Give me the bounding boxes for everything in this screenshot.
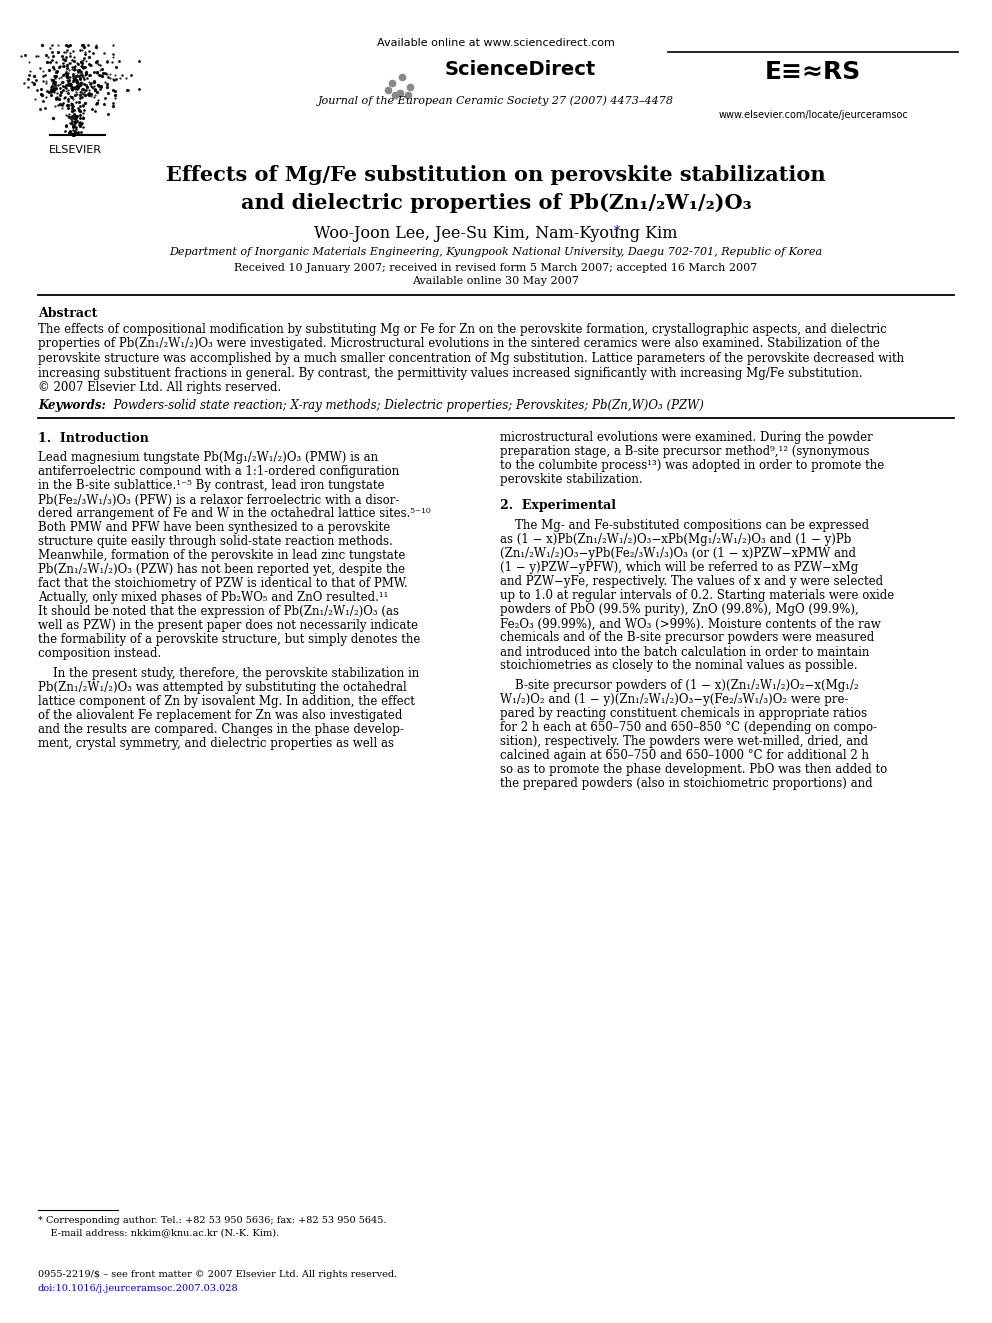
Text: stoichiometries as closely to the nominal values as possible.: stoichiometries as closely to the nomina… (500, 659, 858, 672)
Text: 0955-2219/$ – see front matter © 2007 Elsevier Ltd. All rights reserved.: 0955-2219/$ – see front matter © 2007 El… (38, 1270, 397, 1279)
Text: of the aliovalent Fe replacement for Zn was also investigated: of the aliovalent Fe replacement for Zn … (38, 709, 403, 722)
Text: ment, crystal symmetry, and dielectric properties as well as: ment, crystal symmetry, and dielectric p… (38, 737, 394, 750)
Text: www.elsevier.com/locate/jeurceramsoc: www.elsevier.com/locate/jeurceramsoc (718, 110, 908, 120)
Text: Abstract: Abstract (38, 307, 97, 320)
Text: Fe₂O₃ (99.99%), and WO₃ (>99%). Moisture contents of the raw: Fe₂O₃ (99.99%), and WO₃ (>99%). Moisture… (500, 618, 881, 631)
Text: The effects of compositional modification by substituting Mg or Fe for Zn on the: The effects of compositional modificatio… (38, 323, 887, 336)
Text: dered arrangement of Fe and W in the octahedral lattice sites.⁵⁻¹⁰: dered arrangement of Fe and W in the oct… (38, 508, 431, 520)
Text: doi:10.1016/j.jeurceramsoc.2007.03.028: doi:10.1016/j.jeurceramsoc.2007.03.028 (38, 1285, 239, 1293)
Text: structure quite easily through solid-state reaction methods.: structure quite easily through solid-sta… (38, 536, 393, 549)
Text: for 2 h each at 650–750 and 650–850 °C (depending on compo-: for 2 h each at 650–750 and 650–850 °C (… (500, 721, 877, 734)
Text: The Mg- and Fe-substituted compositions can be expressed: The Mg- and Fe-substituted compositions … (500, 520, 869, 532)
Text: Pb(Zn₁/₂W₁/₂)O₃ was attempted by substituting the octahedral: Pb(Zn₁/₂W₁/₂)O₃ was attempted by substit… (38, 681, 407, 695)
Text: Both PMW and PFW have been synthesized to a perovskite: Both PMW and PFW have been synthesized t… (38, 521, 390, 534)
Text: microstructural evolutions were examined. During the powder: microstructural evolutions were examined… (500, 431, 873, 445)
Text: calcined again at 650–750 and 650–1000 °C for additional 2 h: calcined again at 650–750 and 650–1000 °… (500, 750, 869, 762)
Text: composition instead.: composition instead. (38, 647, 162, 660)
Text: Effects of Mg/Fe substitution on perovskite stabilization: Effects of Mg/Fe substitution on perovsk… (167, 165, 825, 185)
Text: and PZW−yFe, respectively. The values of x and y were selected: and PZW−yFe, respectively. The values of… (500, 576, 883, 589)
Text: lattice component of Zn by isovalent Mg. In addition, the effect: lattice component of Zn by isovalent Mg.… (38, 696, 415, 709)
Text: © 2007 Elsevier Ltd. All rights reserved.: © 2007 Elsevier Ltd. All rights reserved… (38, 381, 282, 394)
Text: perovskite structure was accomplished by a much smaller concentration of Mg subs: perovskite structure was accomplished by… (38, 352, 904, 365)
Text: Department of Inorganic Materials Engineering, Kyungpook National University, Da: Department of Inorganic Materials Engine… (170, 247, 822, 257)
Text: Powders-solid state reaction; X-ray methods; Dielectric properties; Perovskites;: Powders-solid state reaction; X-ray meth… (106, 400, 704, 413)
Text: Meanwhile, formation of the perovskite in lead zinc tungstate: Meanwhile, formation of the perovskite i… (38, 549, 406, 562)
Text: B-site precursor powders of (1 − x)(Zn₁/₂W₁/₂)O₂−x(Mg₁/₂: B-site precursor powders of (1 − x)(Zn₁/… (500, 680, 859, 692)
Text: Pb(Zn₁/₂W₁/₂)O₃ (PZW) has not been reported yet, despite the: Pb(Zn₁/₂W₁/₂)O₃ (PZW) has not been repor… (38, 564, 405, 577)
Text: powders of PbO (99.5% purity), ZnO (99.8%), MgO (99.9%),: powders of PbO (99.5% purity), ZnO (99.8… (500, 603, 859, 617)
Text: increasing substituent fractions in general. By contrast, the permittivity value: increasing substituent fractions in gene… (38, 366, 862, 380)
Text: sition), respectively. The powders were wet-milled, dried, and: sition), respectively. The powders were … (500, 736, 868, 749)
Text: up to 1.0 at regular intervals of 0.2. Starting materials were oxide: up to 1.0 at regular intervals of 0.2. S… (500, 590, 894, 602)
Text: Keywords:: Keywords: (38, 400, 106, 413)
Text: (Zn₁/₂W₁/₂)O₃−yPb(Fe₂/₃W₁/₃)O₃ (or (1 − x)PZW−xPMW and: (Zn₁/₂W₁/₂)O₃−yPb(Fe₂/₃W₁/₃)O₃ (or (1 − … (500, 548, 856, 561)
Text: Journal of the European Ceramic Society 27 (2007) 4473–4478: Journal of the European Ceramic Society … (318, 95, 674, 106)
Text: in the B-site sublattice.¹⁻⁵ By contrast, lead iron tungstate: in the B-site sublattice.¹⁻⁵ By contrast… (38, 479, 385, 492)
Text: 1.  Introduction: 1. Introduction (38, 431, 149, 445)
Text: fact that the stoichiometry of PZW is identical to that of PMW.: fact that the stoichiometry of PZW is id… (38, 578, 408, 590)
Text: pared by reacting constituent chemicals in appropriate ratios: pared by reacting constituent chemicals … (500, 708, 867, 721)
Text: the formability of a perovskite structure, but simply denotes the: the formability of a perovskite structur… (38, 634, 421, 647)
Text: the prepared powders (also in stoichiometric proportions) and: the prepared powders (also in stoichiome… (500, 778, 873, 791)
Text: Actually, only mixed phases of Pb₂WO₅ and ZnO resulted.¹¹: Actually, only mixed phases of Pb₂WO₅ an… (38, 591, 389, 605)
Text: well as PZW) in the present paper does not necessarily indicate: well as PZW) in the present paper does n… (38, 619, 418, 632)
Text: as (1 − x)Pb(Zn₁/₂W₁/₂)O₃−xPb(Mg₁/₂W₁/₂)O₃ and (1 − y)Pb: as (1 − x)Pb(Zn₁/₂W₁/₂)O₃−xPb(Mg₁/₂W₁/₂)… (500, 533, 851, 546)
Text: Available online at www.sciencedirect.com: Available online at www.sciencedirect.co… (377, 38, 615, 48)
Text: and dielectric properties of Pb(Zn₁/₂W₁/₂)O₃: and dielectric properties of Pb(Zn₁/₂W₁/… (241, 193, 751, 213)
Text: In the present study, therefore, the perovskite stabilization in: In the present study, therefore, the per… (38, 668, 420, 680)
Text: E≡≈RS: E≡≈RS (765, 60, 861, 83)
Text: so as to promote the phase development. PbO was then added to: so as to promote the phase development. … (500, 763, 887, 777)
Text: (1 − y)PZW−yPFW), which will be referred to as PZW−xMg: (1 − y)PZW−yPFW), which will be referred… (500, 561, 858, 574)
Text: Pb(Fe₂/₃W₁/₃)O₃ (PFW) is a relaxor ferroelectric with a disor-: Pb(Fe₂/₃W₁/₃)O₃ (PFW) is a relaxor ferro… (38, 493, 400, 507)
Text: and introduced into the batch calculation in order to maintain: and introduced into the batch calculatio… (500, 646, 869, 659)
Text: Received 10 January 2007; received in revised form 5 March 2007; accepted 16 Mar: Received 10 January 2007; received in re… (234, 263, 758, 273)
Text: ScienceDirect: ScienceDirect (445, 60, 596, 79)
Text: chemicals and of the B-site precursor powders were measured: chemicals and of the B-site precursor po… (500, 631, 874, 644)
Text: perovskite stabilization.: perovskite stabilization. (500, 474, 643, 487)
Text: preparation stage, a B-site precursor method⁹‚¹² (synonymous: preparation stage, a B-site precursor me… (500, 446, 870, 459)
Text: * Corresponding author. Tel.: +82 53 950 5636; fax: +82 53 950 5645.: * Corresponding author. Tel.: +82 53 950… (38, 1216, 387, 1225)
Text: properties of Pb(Zn₁/₂W₁/₂)O₃ were investigated. Microstructural evolutions in t: properties of Pb(Zn₁/₂W₁/₂)O₃ were inves… (38, 337, 880, 351)
Text: W₁/₂)O₂ and (1 − y)(Zn₁/₂W₁/₂)O₃−y(Fe₂/₃W₁/₃)O₂ were pre-: W₁/₂)O₂ and (1 − y)(Zn₁/₂W₁/₂)O₃−y(Fe₂/₃… (500, 693, 848, 706)
Text: 2.  Experimental: 2. Experimental (500, 500, 616, 512)
Text: Available online 30 May 2007: Available online 30 May 2007 (413, 277, 579, 286)
Text: Woo-Joon Lee, Jee-Su Kim, Nam-Kyoung Kim: Woo-Joon Lee, Jee-Su Kim, Nam-Kyoung Kim (314, 225, 678, 242)
Text: antiferroelectric compound with a 1:1-ordered configuration: antiferroelectric compound with a 1:1-or… (38, 466, 399, 479)
Text: *: * (614, 225, 620, 238)
Text: Lead magnesium tungstate Pb(Mg₁/₂W₁/₂)O₃ (PMW) is an: Lead magnesium tungstate Pb(Mg₁/₂W₁/₂)O₃… (38, 451, 378, 464)
Text: and the results are compared. Changes in the phase develop-: and the results are compared. Changes in… (38, 724, 404, 737)
Text: ELSEVIER: ELSEVIER (49, 146, 101, 155)
Text: It should be noted that the expression of Pb(Zn₁/₂W₁/₂)O₃ (as: It should be noted that the expression o… (38, 606, 399, 618)
Text: to the columbite process¹³) was adopted in order to promote the: to the columbite process¹³) was adopted … (500, 459, 884, 472)
Text: E-mail address: nkkim@knu.ac.kr (N.-K. Kim).: E-mail address: nkkim@knu.ac.kr (N.-K. K… (38, 1228, 280, 1237)
